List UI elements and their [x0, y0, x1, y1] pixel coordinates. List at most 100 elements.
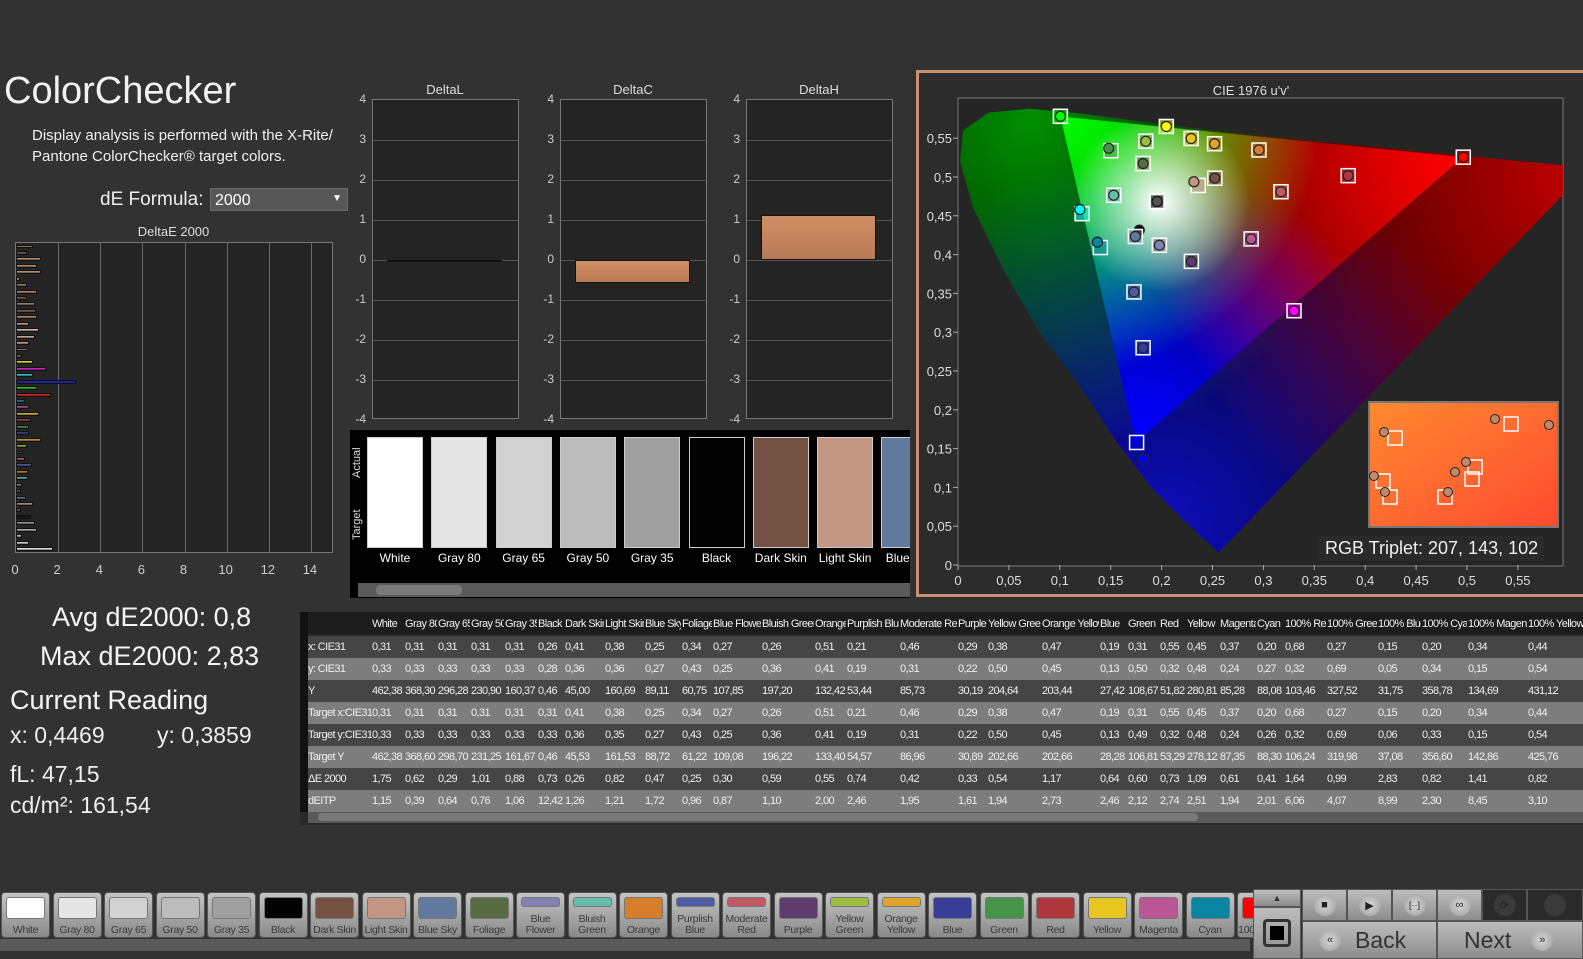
patch-button[interactable]: Foliage [464, 892, 514, 938]
patch-button[interactable]: Cyan [1185, 892, 1235, 938]
patch-swatch[interactable] [624, 437, 681, 548]
patch-button[interactable]: Yellow Green [825, 892, 874, 938]
table-cell: 109,08 [713, 751, 744, 763]
patch-button[interactable]: Gray 50 [155, 892, 205, 938]
table-cell: 161,53 [605, 751, 636, 763]
gridline [561, 380, 706, 381]
deltae-bar [16, 321, 29, 326]
table-scrollbar-thumb[interactable] [318, 813, 1198, 821]
table-cell: 89,11 [645, 685, 669, 697]
deltae-bar [16, 392, 51, 397]
table-header-row: White Gray 80 Gray 65 Gray 50 Gray 35 Black Da… [308, 612, 1583, 634]
table-cell: 0,82 [1422, 773, 1442, 785]
swatch-scrollbar[interactable] [358, 583, 910, 597]
deltae-bar [16, 469, 28, 474]
patch-color-chip [1139, 897, 1178, 919]
measured-marker [1188, 176, 1200, 188]
play-button[interactable]: ▶ [1347, 889, 1392, 921]
patch-button[interactable]: White [1, 892, 50, 938]
patch-button[interactable]: Gray 35 [207, 892, 256, 938]
patch-button[interactable]: Yellow [1082, 892, 1132, 938]
patch-button[interactable]: Purple [773, 892, 823, 938]
patch-button[interactable]: Green [979, 892, 1029, 938]
table-cell: 2,74 [1160, 795, 1180, 807]
table-scrollbar[interactable] [308, 811, 1583, 823]
patch-button[interactable]: Gray 80 [52, 892, 102, 938]
table-cell: 0,82 [605, 773, 625, 785]
table-cell: 0,22 [958, 729, 978, 741]
patch-button[interactable]: Orange Yellow [876, 892, 926, 938]
patch-color-chip [212, 897, 251, 919]
patch-swatch[interactable] [495, 437, 552, 548]
patch-button[interactable]: Purplish Blue [670, 892, 720, 938]
table-cell: 0,33 [1422, 729, 1442, 741]
scroll-up-button[interactable]: ▲ [1253, 889, 1301, 907]
reading-fl: fL: 47,15 [10, 761, 100, 787]
patch-button[interactable]: Blue [928, 892, 977, 938]
stop-button[interactable]: ■ [1302, 889, 1347, 921]
measured-marker [1443, 487, 1453, 497]
patch-button[interactable]: Bluish Green [567, 892, 617, 938]
back-button[interactable]: « Back [1302, 921, 1437, 959]
table-cell: 2,46 [1100, 795, 1120, 807]
next-button[interactable]: Next » [1437, 921, 1583, 959]
patch-swatch[interactable] [367, 437, 423, 548]
patch-swatch[interactable] [688, 437, 745, 548]
patch-swatch[interactable] [881, 437, 910, 548]
patch-button[interactable]: Gray 65 [104, 892, 153, 938]
column-header: Gray 35 [505, 618, 537, 630]
patch-button[interactable]: Blue Sky [413, 892, 462, 938]
patch-swatch[interactable] [752, 437, 809, 548]
patch-button[interactable]: Dark Skin [310, 892, 359, 938]
table-cell: 142,86 [1468, 751, 1499, 763]
patch-button[interactable]: Light Skin [361, 892, 411, 938]
patch-button-label: Gray 80 [59, 924, 95, 936]
table-cell: 0,33 [505, 729, 525, 741]
patch-button[interactable]: Black [258, 892, 308, 938]
disabled-button[interactable] [1527, 889, 1583, 921]
target-marker [1464, 471, 1480, 487]
patch-button[interactable]: Magenta [1134, 892, 1183, 938]
table-cell: 0,24 [1220, 729, 1240, 741]
measured-marker [1380, 487, 1390, 497]
patch-color-chip [521, 897, 560, 907]
table-cell: 60,75 [682, 685, 707, 697]
continuous-button[interactable]: ∞ [1437, 889, 1482, 921]
row-label: ΔE 2000 [308, 773, 347, 785]
table-cell: 0,33 [438, 729, 458, 741]
deltae-bar [16, 289, 38, 294]
refresh-button[interactable]: ⟳ [1482, 889, 1527, 921]
patch-strip-scrollbar[interactable] [0, 939, 1250, 951]
swatch-scrollbar-thumb[interactable] [376, 585, 462, 595]
patch-button[interactable]: Blue Flower [516, 892, 565, 938]
table-cell: 0,43 [682, 729, 702, 741]
stop-measure-button[interactable] [1253, 907, 1301, 959]
table-cell: 0,20 [1257, 707, 1277, 719]
patch-color-chip [830, 897, 869, 907]
patch-button[interactable]: Moderate Red [722, 892, 771, 938]
deltae-bar [16, 328, 40, 333]
gridline [747, 140, 892, 141]
table-cell: 0,31 [372, 641, 392, 653]
patch-button[interactable]: Orange [619, 892, 668, 938]
patch-button[interactable]: Red [1031, 892, 1080, 938]
table-cell: 0,19 [1100, 641, 1120, 653]
table-row: Y 462,38 368,30 296,28 230,90 160,37 0,46 45,00… [308, 680, 1583, 702]
de-formula-select[interactable]: 2000 ▼ [210, 188, 348, 211]
patch-swatch[interactable] [817, 437, 874, 548]
gridline [373, 300, 518, 301]
column-header: Dark Skin [565, 618, 604, 630]
patch-swatch[interactable] [431, 437, 488, 548]
patch-button-label: Blue Sky [417, 924, 458, 936]
table-cell: 1,94 [988, 795, 1008, 807]
table-cell: 0,33 [538, 729, 558, 741]
cie-x-tick: 0,1 [1051, 573, 1069, 588]
patch-button-label: Light Skin [364, 924, 408, 936]
patch-swatch[interactable] [559, 437, 616, 548]
table-cell: 0,19 [1100, 707, 1120, 719]
cie-y-tick: 0,2 [934, 403, 952, 418]
table-cell: 0,39 [405, 795, 425, 807]
range-button[interactable]: [··] [1392, 889, 1437, 921]
table-cell: 0,33 [405, 729, 425, 741]
table-cell: 160,37 [505, 685, 536, 697]
